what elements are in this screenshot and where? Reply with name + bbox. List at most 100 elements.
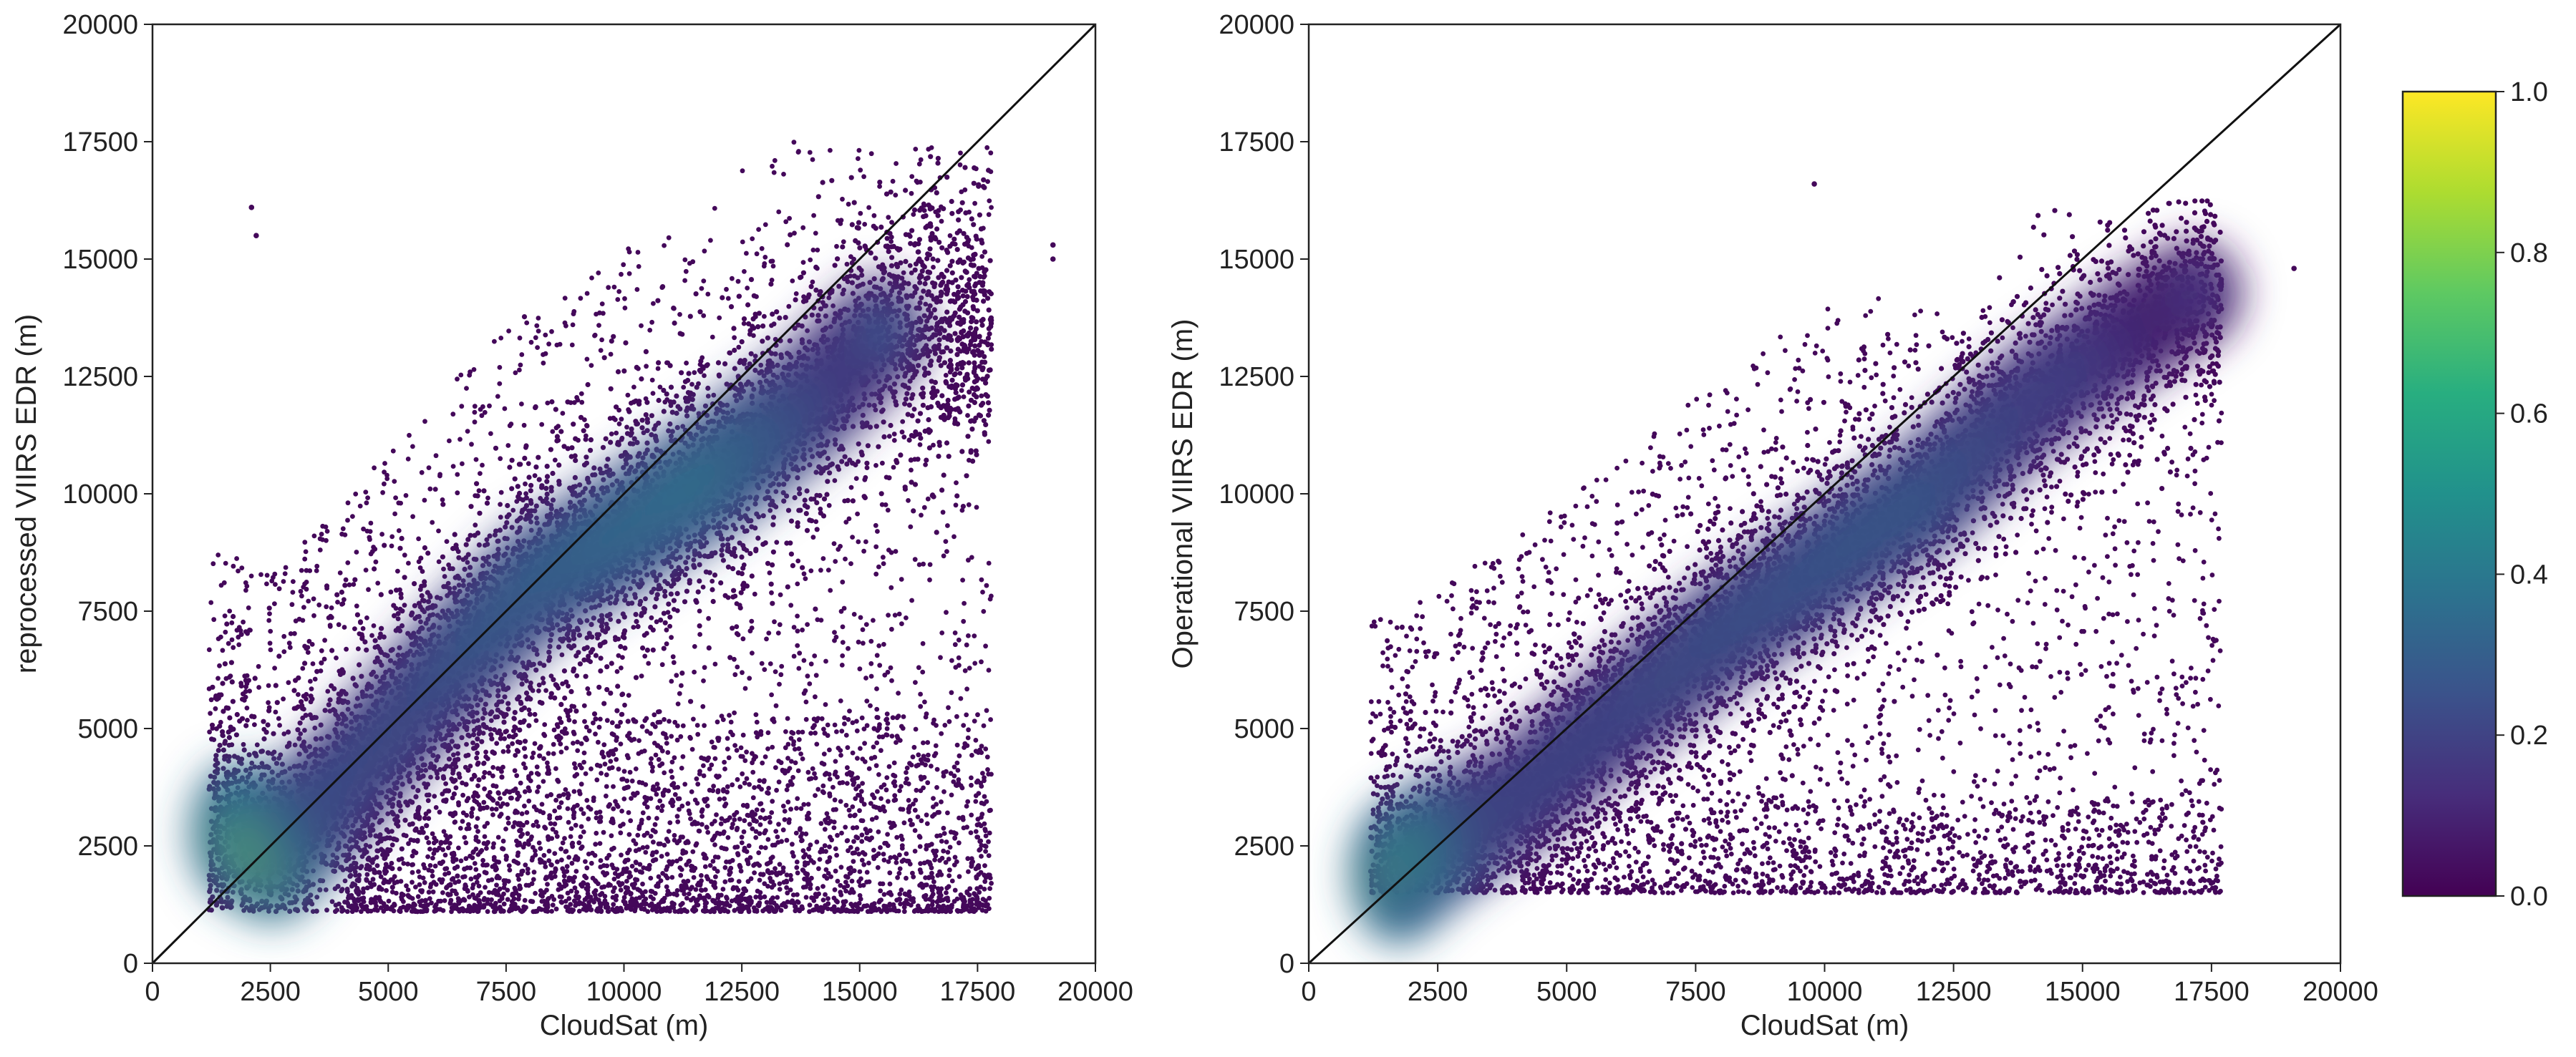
left-scatter-point — [403, 799, 409, 805]
left-scatter-point — [855, 275, 861, 281]
left-scatter-point — [246, 752, 252, 758]
left-scatter-point — [796, 507, 802, 513]
left-scatter-point — [981, 418, 987, 424]
left-scatter-point — [972, 386, 978, 393]
left-scatter-point — [770, 600, 775, 606]
left-scatter-point — [926, 445, 932, 451]
left-scatter-point — [720, 542, 726, 548]
left-scatter-point — [909, 228, 915, 233]
left-scatter-point — [516, 694, 522, 700]
left-scatter-point — [399, 623, 405, 629]
left-scatter-point — [618, 453, 624, 459]
left-scatter-point — [702, 553, 708, 559]
left-scatter-point — [629, 426, 634, 432]
left-scatter-point — [986, 307, 992, 313]
left-scatter-point — [261, 719, 266, 724]
left-scatter-point — [615, 439, 621, 445]
left-scatter-point — [608, 439, 614, 445]
left-scatter-point — [671, 598, 677, 603]
left-scatter-point — [571, 668, 576, 674]
left-scatter-point — [912, 482, 919, 487]
left-scatter-point — [395, 625, 401, 631]
left-scatter-point — [527, 711, 533, 717]
left-scatter-point — [903, 258, 909, 264]
left-scatter-point — [533, 667, 539, 673]
left-scatter-point — [493, 528, 499, 534]
left-scatter-point — [739, 339, 745, 345]
left-scatter-point — [664, 391, 669, 397]
left-scatter-point — [988, 318, 994, 323]
left-scatter-point — [412, 581, 417, 587]
left-scatter-point — [654, 592, 660, 598]
left-scatter-point — [528, 498, 533, 504]
left-scatter-point — [932, 393, 938, 399]
left-scatter-point — [927, 246, 933, 252]
left-scatter-point — [643, 349, 649, 354]
left-scatter-point — [972, 360, 977, 366]
left-scatter-point — [674, 393, 679, 399]
left-scatter-point — [453, 542, 459, 548]
left-scatter-point — [738, 590, 744, 595]
left-scatter-point — [239, 716, 246, 721]
left-scatter-point — [928, 154, 934, 160]
left-scatter-point — [931, 307, 937, 313]
left-scatter-point — [948, 298, 954, 304]
left-scatter-point — [656, 397, 662, 404]
left-scatter-point — [609, 661, 614, 666]
left-scatter-point — [788, 232, 793, 238]
left-scatter-point — [977, 280, 982, 286]
left-scatter-point — [821, 496, 828, 502]
left-scatter-point — [308, 693, 314, 699]
left-scatter-point — [946, 333, 952, 338]
left-scatter-point — [230, 698, 236, 704]
left-scatter-point — [770, 515, 777, 520]
left-scatter-point — [979, 367, 985, 373]
left-scatter-point — [749, 573, 755, 579]
left-scatter-point — [732, 347, 737, 354]
left-scatter-point — [498, 736, 503, 741]
left-scatter-point — [640, 645, 646, 651]
left-scatter-point — [649, 413, 655, 419]
left-scatter-point — [876, 264, 881, 270]
left-scatter-point — [568, 688, 574, 695]
left-scatter-point — [261, 736, 267, 742]
left-scatter-point — [962, 308, 968, 314]
left-scatter-point — [889, 255, 895, 260]
left-scatter-point — [601, 355, 607, 361]
left-scatter-point — [226, 754, 232, 760]
left-scatter-point — [724, 381, 730, 387]
left-scatter-point — [615, 369, 621, 375]
left-scatter-point — [845, 278, 851, 285]
left-scatter-point — [930, 385, 936, 391]
left-scatter-point — [456, 555, 462, 560]
left-scatter-point — [519, 681, 525, 687]
left-scatter-point — [732, 546, 737, 552]
left-scatter-point — [223, 705, 229, 711]
left-scatter-point — [374, 655, 380, 661]
left-scatter-point — [938, 289, 944, 295]
left-scatter-point — [693, 598, 699, 603]
left-scatter-point — [533, 404, 538, 410]
left-scatter-point — [934, 190, 939, 195]
left-scatter-point — [982, 354, 987, 359]
left-scatter-point — [955, 361, 961, 368]
left-scatter-point — [644, 399, 650, 405]
left-scatter-point — [948, 348, 954, 354]
left-scatter-point — [894, 264, 901, 270]
left-scatter-point — [986, 412, 992, 418]
left-scatter-point — [847, 457, 853, 463]
left-scatter-point — [528, 488, 533, 494]
left-scatter-point — [682, 599, 688, 605]
left-scatter-point — [788, 518, 795, 524]
left-scatter-point — [954, 395, 960, 401]
left-scatter-point — [662, 593, 668, 599]
left-scatter-point — [492, 532, 498, 538]
left-scatter-point — [924, 457, 929, 463]
left-scatter-point — [515, 484, 520, 489]
left-scatter-point — [941, 349, 946, 355]
left-scatter-point — [591, 711, 598, 717]
left-scatter-point — [785, 584, 790, 590]
left-scatter-point — [507, 464, 513, 470]
left-scatter-point — [959, 449, 965, 454]
left-scatter-point — [934, 295, 940, 301]
